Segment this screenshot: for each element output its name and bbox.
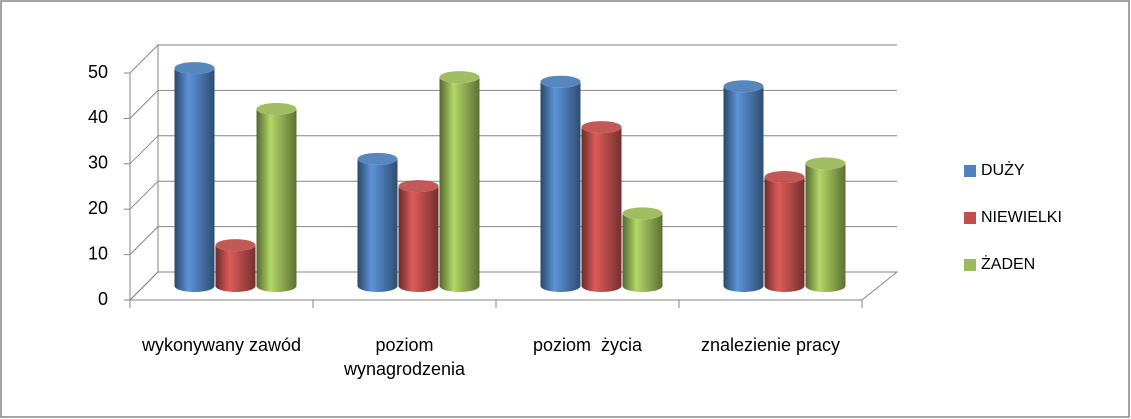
y-tick-label: 0: [98, 289, 108, 309]
bar: [723, 86, 764, 293]
y-tick-label: 10: [88, 243, 108, 263]
side-grid: [129, 135, 159, 165]
y-tick-label: 30: [88, 153, 108, 173]
bar: [764, 177, 805, 292]
legend-label: DUŻY: [981, 160, 1025, 179]
bar-top: [540, 75, 581, 88]
bar: [215, 245, 256, 292]
bar: [174, 68, 215, 292]
bar-top: [581, 121, 622, 134]
bar-top: [398, 180, 439, 193]
side-grid: [129, 90, 159, 119]
legend-swatch: [964, 259, 976, 271]
x-tick-label: poziom życia: [532, 335, 643, 355]
bar-top: [357, 152, 398, 165]
bar-top: [723, 80, 764, 93]
bar: [357, 158, 398, 292]
bar: [398, 186, 439, 292]
bar-top: [174, 62, 215, 75]
bar-top: [622, 207, 663, 220]
bar-top: [256, 102, 297, 115]
legend-swatch: [964, 212, 976, 224]
bar: [256, 108, 297, 292]
legend-label: NIEWIELKI: [981, 209, 1062, 226]
side-grid: [129, 44, 159, 74]
bar-top: [215, 239, 256, 252]
y-tick-label: 40: [88, 107, 108, 127]
y-tick-label: 20: [88, 198, 108, 218]
x-tick-label: znalezienie pracy: [700, 335, 841, 355]
bar: [622, 213, 663, 292]
bar: [540, 81, 581, 292]
bar-top: [439, 71, 480, 84]
y-tick-label: 50: [88, 62, 108, 82]
side-grid: [129, 226, 159, 255]
x-tick-label: poziom wynagrodzenia: [343, 335, 466, 379]
bar: [581, 127, 622, 292]
x-tick-label: wykonywany zawód: [141, 335, 302, 355]
bar-top: [805, 157, 846, 170]
legend-label: ŻADEN: [981, 254, 1035, 273]
side-grid: [129, 180, 159, 210]
bar: [805, 163, 846, 292]
side-grid: [129, 271, 159, 301]
bar-top: [764, 171, 805, 184]
legend-swatch: [964, 165, 976, 177]
bar: [439, 77, 480, 292]
